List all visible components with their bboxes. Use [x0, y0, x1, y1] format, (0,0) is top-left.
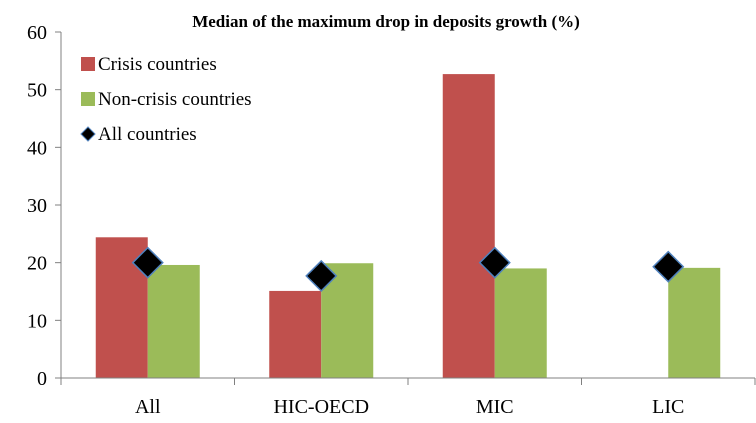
y-tick-label: 50	[27, 80, 47, 102]
bar-crisis	[442, 74, 495, 378]
x-tick-label: MIC	[476, 396, 514, 418]
all-countries-marker	[131, 246, 164, 279]
x-tick-label: HIC-OECD	[273, 396, 369, 418]
legend: Crisis countries Non-crisis countries All …	[80, 54, 252, 145]
y-tick-label: 30	[27, 195, 47, 217]
all-countries-marker	[652, 250, 685, 283]
bar-non-crisis	[147, 264, 200, 378]
legend-label: Non-crisis countries	[98, 89, 252, 110]
markers-layer	[131, 246, 685, 292]
bar-non-crisis	[494, 268, 547, 378]
legend-swatch	[81, 92, 95, 106]
all-countries-marker	[305, 259, 338, 292]
y-tick-label: 10	[27, 310, 47, 332]
x-tick-label: LIC	[652, 396, 684, 418]
bars-layer	[95, 74, 721, 378]
y-tick-label: 60	[27, 22, 47, 44]
bar-crisis	[269, 290, 322, 378]
y-tick-label: 0	[37, 368, 47, 390]
legend-label: Crisis countries	[98, 54, 217, 75]
y-tick-label: 20	[27, 253, 47, 275]
x-tick-label: All	[135, 396, 161, 418]
all-countries-marker	[478, 246, 511, 279]
chart-title: Median of the maximum drop in deposits g…	[192, 12, 580, 31]
legend-swatch	[81, 57, 95, 71]
axes-layer: 0 10 20 30 40 50 60 All HIC-OECD MIC LIC	[27, 22, 756, 418]
bar-non-crisis	[668, 267, 721, 378]
legend-label: All countries	[98, 124, 197, 145]
y-tick-label: 40	[27, 137, 47, 159]
legend-marker-icon	[80, 126, 96, 142]
